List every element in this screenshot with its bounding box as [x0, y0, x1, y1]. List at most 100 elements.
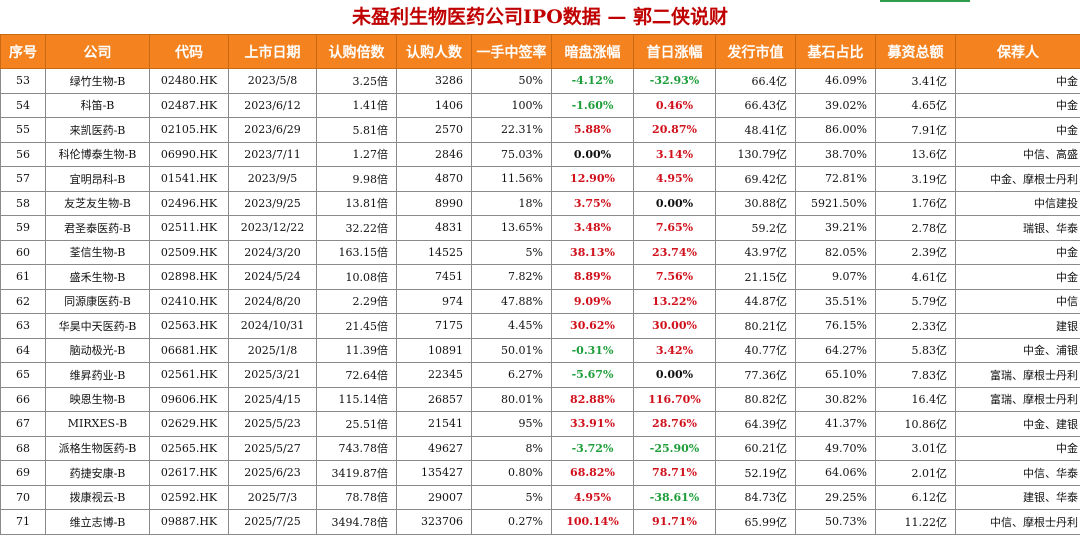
cell-company: 荃信生物-B [45, 239, 150, 265]
cell-first-day-change: 4.95% [633, 166, 716, 192]
cell-index: 59 [0, 215, 46, 241]
table-row: 70 拨康视云-B 02592.HK 2025/7/3 78.78倍 29007 5% 4.9… [0, 484, 1080, 510]
cell-grey-market-change: 8.89% [551, 264, 634, 290]
cell-lot-rate: 75.03% [471, 141, 552, 167]
cell-index: 67 [0, 411, 46, 437]
cell-index: 56 [0, 141, 46, 167]
cell-first-day-change: 0.00% [633, 190, 716, 216]
cell-lot-rate: 50% [471, 68, 552, 94]
cell-listing-date: 2024/8/20 [228, 288, 317, 314]
cell-lot-rate: 80.01% [471, 386, 552, 412]
cell-subscription-multiple: 32.22倍 [316, 215, 397, 241]
cell-code: 02511.HK [149, 215, 229, 241]
cell-funds-raised: 10.86亿 [875, 411, 956, 437]
cell-listing-date: 2023/9/5 [228, 166, 317, 192]
cell-listing-date: 2025/5/27 [228, 435, 317, 461]
cell-funds-raised: 5.83亿 [875, 337, 956, 363]
cell-code: 02509.HK [149, 239, 229, 265]
cell-subscribers: 26857 [396, 386, 472, 412]
cell-first-day-change: 0.46% [633, 92, 716, 118]
table-row: 60 荃信生物-B 02509.HK 2024/3/20 163.15倍 14525 5% 3… [0, 239, 1080, 265]
header-col-grey-market-change: 暗盘涨幅 [551, 34, 634, 69]
cell-code: 02105.HK [149, 117, 229, 143]
cell-company: 君圣泰医药-B [45, 215, 150, 241]
page-title: 未盈利生物医药公司IPO数据 — 郭二侠说财 [0, 0, 1080, 34]
cell-sponsor: 中金、建银 [955, 411, 1080, 437]
cell-subscription-multiple: 163.15倍 [316, 239, 397, 265]
table-body: 53 绿竹生物-B 02480.HK 2023/5/8 3.25倍 3286 50% -4.1… [0, 68, 1080, 535]
cell-sponsor: 富瑞、摩根士丹利 [955, 386, 1080, 412]
cell-cornerstone-share: 5921.50% [795, 190, 876, 216]
cell-market-cap: 43.97亿 [715, 239, 796, 265]
cell-market-cap: 84.73亿 [715, 484, 796, 510]
cell-cornerstone-share: 82.05% [795, 239, 876, 265]
cell-company: 映恩生物-B [45, 386, 150, 412]
cell-subscription-multiple: 9.98倍 [316, 166, 397, 192]
cell-grey-market-change: 3.48% [551, 215, 634, 241]
cell-company: 派格生物医药-B [45, 435, 150, 461]
cell-sponsor: 中金、浦银 [955, 337, 1080, 363]
header-col-company: 公司 [45, 34, 150, 69]
cell-sponsor: 中金 [955, 68, 1080, 94]
cell-first-day-change: 13.22% [633, 288, 716, 314]
cell-company: 绿竹生物-B [45, 68, 150, 94]
cell-first-day-change: 91.71% [633, 509, 716, 535]
cell-code: 02410.HK [149, 288, 229, 314]
cell-cornerstone-share: 64.06% [795, 460, 876, 486]
cell-subscribers: 974 [396, 288, 472, 314]
cell-market-cap: 48.41亿 [715, 117, 796, 143]
cell-company: 华昊中天医药-B [45, 313, 150, 339]
cell-funds-raised: 7.91亿 [875, 117, 956, 143]
cell-market-cap: 80.82亿 [715, 386, 796, 412]
cell-subscribers: 2846 [396, 141, 472, 167]
cell-listing-date: 2025/7/3 [228, 484, 317, 510]
cell-sponsor: 中信、华泰 [955, 460, 1080, 486]
cell-code: 02629.HK [149, 411, 229, 437]
cell-code: 09606.HK [149, 386, 229, 412]
cell-listing-date: 2024/3/20 [228, 239, 317, 265]
cell-market-cap: 30.88亿 [715, 190, 796, 216]
cell-subscribers: 2570 [396, 117, 472, 143]
cell-company: 维昇药业-B [45, 362, 150, 388]
cell-grey-market-change: 38.13% [551, 239, 634, 265]
cell-lot-rate: 50.01% [471, 337, 552, 363]
cell-market-cap: 66.4亿 [715, 68, 796, 94]
cell-index: 71 [0, 509, 46, 535]
table-row: 64 脑动极光-B 06681.HK 2025/1/8 11.39倍 10891 50.01… [0, 337, 1080, 363]
cell-subscribers: 29007 [396, 484, 472, 510]
cell-grey-market-change: 82.88% [551, 386, 634, 412]
cell-subscribers: 4831 [396, 215, 472, 241]
table-row: 57 宜明昂科-B 01541.HK 2023/9/5 9.98倍 4870 11.56% 1… [0, 166, 1080, 192]
table-row: 67 MIRXES-B 02629.HK 2025/5/23 25.51倍 21541 95… [0, 411, 1080, 437]
cell-subscribers: 323706 [396, 509, 472, 535]
cell-grey-market-change: -5.67% [551, 362, 634, 388]
cell-subscription-multiple: 72.64倍 [316, 362, 397, 388]
cell-lot-rate: 22.31% [471, 117, 552, 143]
table-row: 71 维立志博-B 09887.HK 2025/7/25 3494.78倍 323706 0… [0, 509, 1080, 535]
cell-subscription-multiple: 3494.78倍 [316, 509, 397, 535]
cell-listing-date: 2023/9/25 [228, 190, 317, 216]
cell-code: 02592.HK [149, 484, 229, 510]
cell-subscription-multiple: 13.81倍 [316, 190, 397, 216]
cell-code: 02565.HK [149, 435, 229, 461]
table-row: 61 盛禾生物-B 02898.HK 2024/5/24 10.08倍 7451 7.82%… [0, 264, 1080, 290]
header-col-first-day-change: 首日涨幅 [633, 34, 716, 69]
cell-subscribers: 7451 [396, 264, 472, 290]
cell-funds-raised: 2.78亿 [875, 215, 956, 241]
cell-grey-market-change: 9.09% [551, 288, 634, 314]
cell-funds-raised: 6.12亿 [875, 484, 956, 510]
cell-index: 54 [0, 92, 46, 118]
cell-grey-market-change: 0.00% [551, 141, 634, 167]
cell-lot-rate: 13.65% [471, 215, 552, 241]
cell-grey-market-change: 5.88% [551, 117, 634, 143]
cell-code: 02563.HK [149, 313, 229, 339]
cell-sponsor: 瑞银、华泰 [955, 215, 1080, 241]
cell-funds-raised: 5.79亿 [875, 288, 956, 314]
cell-market-cap: 77.36亿 [715, 362, 796, 388]
cell-company: 脑动极光-B [45, 337, 150, 363]
table-row: 53 绿竹生物-B 02480.HK 2023/5/8 3.25倍 3286 50% -4.1… [0, 68, 1080, 94]
ipo-table: 序号 公司 代码 上市日期 认购倍数 认购人数 一手中签率 暗盘涨幅 首日涨幅 发行市值 基石占比募… [0, 34, 1080, 535]
cell-cornerstone-share: 65.10% [795, 362, 876, 388]
cell-market-cap: 130.79亿 [715, 141, 796, 167]
cell-sponsor: 建银、华泰 [955, 484, 1080, 510]
